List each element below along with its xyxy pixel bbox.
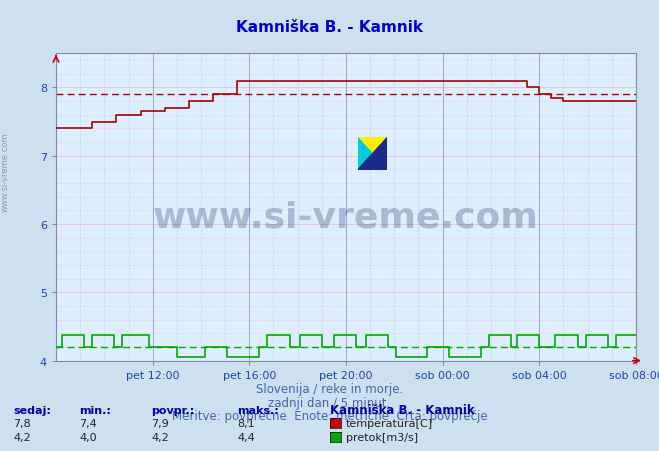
Polygon shape	[372, 138, 387, 170]
Text: Slovenija / reke in morje.: Slovenija / reke in morje.	[256, 382, 403, 396]
Text: www.si-vreme.com: www.si-vreme.com	[1, 132, 10, 211]
Text: sedaj:: sedaj:	[13, 405, 51, 414]
Text: maks.:: maks.:	[237, 405, 279, 414]
Text: Kamniška B. - Kamnik: Kamniška B. - Kamnik	[236, 20, 423, 35]
Text: 4,2: 4,2	[13, 432, 31, 442]
Text: pretok[m3/s]: pretok[m3/s]	[346, 432, 418, 442]
Polygon shape	[358, 138, 372, 170]
Text: povpr.:: povpr.:	[152, 405, 195, 414]
Polygon shape	[358, 138, 387, 154]
Text: 4,2: 4,2	[152, 432, 169, 442]
Text: Kamniška B. - Kamnik: Kamniška B. - Kamnik	[330, 403, 474, 416]
Text: 4,4: 4,4	[237, 432, 255, 442]
Text: 7,9: 7,9	[152, 418, 169, 428]
Text: Meritve: povprečne  Enote: metrične  Črta: povprečje: Meritve: povprečne Enote: metrične Črta:…	[172, 407, 487, 423]
Text: 7,4: 7,4	[79, 418, 97, 428]
Text: zadnji dan / 5 minut.: zadnji dan / 5 minut.	[268, 396, 391, 409]
Text: temperatura[C]: temperatura[C]	[346, 418, 433, 428]
Text: www.si-vreme.com: www.si-vreme.com	[153, 200, 539, 234]
Text: 8,1: 8,1	[237, 418, 255, 428]
Text: min.:: min.:	[79, 405, 111, 414]
Polygon shape	[358, 154, 387, 170]
Text: 4,0: 4,0	[79, 432, 97, 442]
Text: 7,8: 7,8	[13, 418, 31, 428]
